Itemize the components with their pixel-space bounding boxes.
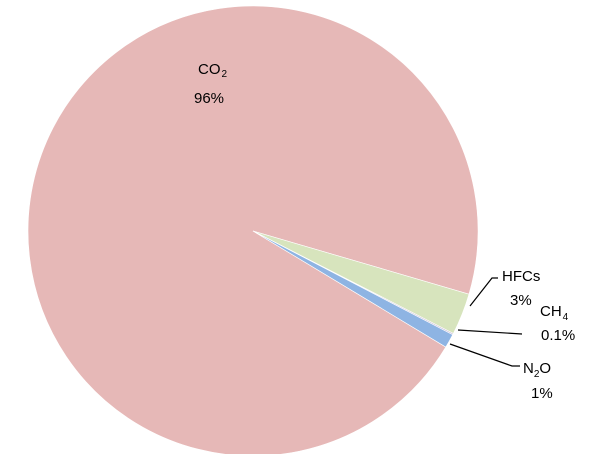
pie-slices — [27, 5, 479, 454]
slice-value-co2: 96% — [194, 90, 224, 107]
slice-label-n2o-suffix: O — [539, 360, 551, 377]
slice-value-n2o: 1% — [531, 385, 553, 402]
leader-line-hfcs — [469, 277, 498, 307]
slice-label-ch4: CH4 — [540, 303, 569, 323]
slice-n2o — [252, 230, 454, 348]
leader-line-ch4 — [457, 329, 523, 335]
slice-label-n2o-subscript: 2 — [534, 369, 540, 380]
slice-label-co2-subscript: 2 — [222, 69, 228, 80]
slice-label-hfcs: HFCs — [502, 268, 540, 285]
slice-label-co2: CO2 — [198, 61, 228, 80]
slice-co2 — [27, 5, 479, 454]
leader-line-n2o — [449, 343, 520, 367]
slice-label-n2o: N2O — [523, 360, 551, 380]
slice-value-ch4: 0.1% — [541, 327, 575, 344]
slice-value-hfcs: 3% — [510, 292, 532, 309]
slice-label-ch4-subscript: 4 — [563, 312, 569, 323]
